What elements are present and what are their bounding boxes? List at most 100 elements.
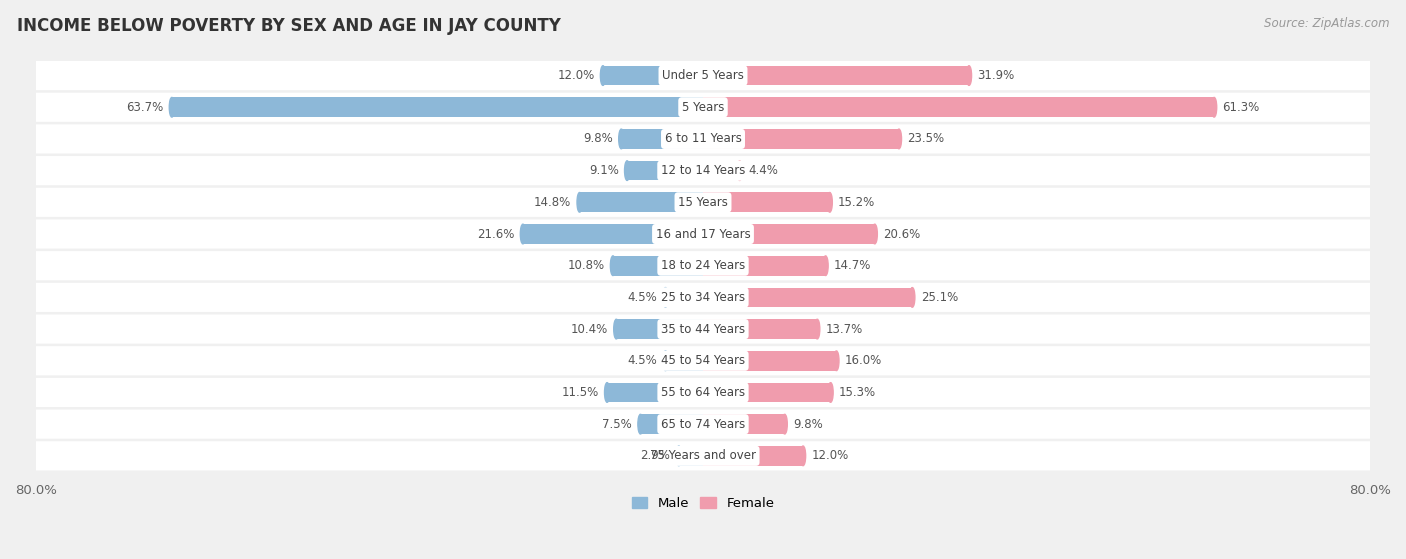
- Bar: [703, 129, 898, 149]
- Text: 4.5%: 4.5%: [627, 291, 657, 304]
- FancyBboxPatch shape: [37, 93, 1369, 122]
- Text: 65 to 74 Years: 65 to 74 Years: [661, 418, 745, 430]
- Bar: [603, 66, 703, 86]
- Text: 25.1%: 25.1%: [921, 291, 957, 304]
- Bar: [523, 224, 703, 244]
- Text: 16 and 17 Years: 16 and 17 Years: [655, 228, 751, 240]
- Text: 16.0%: 16.0%: [845, 354, 882, 367]
- Bar: [703, 161, 740, 181]
- Bar: [607, 382, 703, 402]
- FancyBboxPatch shape: [37, 156, 1369, 185]
- FancyBboxPatch shape: [37, 124, 1369, 154]
- Circle shape: [605, 382, 610, 402]
- Text: 23.5%: 23.5%: [907, 132, 945, 145]
- Bar: [703, 414, 785, 434]
- Text: 63.7%: 63.7%: [127, 101, 163, 113]
- Bar: [621, 129, 703, 149]
- Text: 4.5%: 4.5%: [627, 354, 657, 367]
- Bar: [703, 446, 803, 466]
- Legend: Male, Female: Male, Female: [626, 491, 780, 515]
- Circle shape: [613, 319, 619, 339]
- Text: 21.6%: 21.6%: [477, 228, 515, 240]
- Bar: [579, 192, 703, 212]
- Text: 9.8%: 9.8%: [793, 418, 823, 430]
- Circle shape: [610, 256, 616, 276]
- Text: 6 to 11 Years: 6 to 11 Years: [665, 132, 741, 145]
- Text: 31.9%: 31.9%: [977, 69, 1015, 82]
- Text: 11.5%: 11.5%: [561, 386, 599, 399]
- FancyBboxPatch shape: [37, 283, 1369, 312]
- Bar: [703, 66, 969, 86]
- Bar: [703, 97, 1215, 117]
- FancyBboxPatch shape: [37, 410, 1369, 439]
- Circle shape: [600, 66, 606, 86]
- Circle shape: [624, 161, 630, 181]
- Circle shape: [834, 351, 839, 371]
- Circle shape: [828, 382, 834, 402]
- Text: 10.4%: 10.4%: [571, 323, 607, 335]
- Bar: [703, 351, 837, 371]
- Bar: [665, 351, 703, 371]
- Circle shape: [576, 192, 582, 212]
- Circle shape: [872, 224, 877, 244]
- Bar: [703, 287, 912, 307]
- Bar: [703, 319, 817, 339]
- Text: 13.7%: 13.7%: [825, 323, 863, 335]
- Text: 14.7%: 14.7%: [834, 259, 872, 272]
- FancyBboxPatch shape: [37, 220, 1369, 249]
- FancyBboxPatch shape: [37, 188, 1369, 217]
- FancyBboxPatch shape: [37, 61, 1369, 90]
- Circle shape: [910, 287, 915, 307]
- Bar: [703, 192, 830, 212]
- Text: 7.5%: 7.5%: [602, 418, 633, 430]
- Circle shape: [169, 97, 174, 117]
- Text: 35 to 44 Years: 35 to 44 Years: [661, 323, 745, 335]
- Text: 2.9%: 2.9%: [641, 449, 671, 462]
- Text: Under 5 Years: Under 5 Years: [662, 69, 744, 82]
- Circle shape: [662, 287, 668, 307]
- Text: INCOME BELOW POVERTY BY SEX AND AGE IN JAY COUNTY: INCOME BELOW POVERTY BY SEX AND AGE IN J…: [17, 17, 561, 35]
- Text: 4.4%: 4.4%: [748, 164, 778, 177]
- Text: 12.0%: 12.0%: [811, 449, 849, 462]
- Circle shape: [638, 414, 643, 434]
- Text: 14.8%: 14.8%: [534, 196, 571, 209]
- Circle shape: [1212, 97, 1216, 117]
- Bar: [703, 224, 875, 244]
- Text: 15.3%: 15.3%: [839, 386, 876, 399]
- Circle shape: [782, 414, 787, 434]
- Text: 20.6%: 20.6%: [883, 228, 921, 240]
- Text: 12.0%: 12.0%: [557, 69, 595, 82]
- Text: 75 Years and over: 75 Years and over: [650, 449, 756, 462]
- Text: Source: ZipAtlas.com: Source: ZipAtlas.com: [1264, 17, 1389, 30]
- Circle shape: [662, 351, 668, 371]
- Bar: [665, 287, 703, 307]
- Bar: [613, 256, 703, 276]
- Bar: [703, 382, 831, 402]
- Text: 25 to 34 Years: 25 to 34 Years: [661, 291, 745, 304]
- Bar: [172, 97, 703, 117]
- Circle shape: [823, 256, 828, 276]
- FancyBboxPatch shape: [37, 251, 1369, 280]
- Text: 55 to 64 Years: 55 to 64 Years: [661, 386, 745, 399]
- Circle shape: [897, 129, 901, 149]
- Text: 5 Years: 5 Years: [682, 101, 724, 113]
- FancyBboxPatch shape: [37, 315, 1369, 344]
- Bar: [616, 319, 703, 339]
- Circle shape: [676, 446, 682, 466]
- Circle shape: [520, 224, 526, 244]
- Text: 10.8%: 10.8%: [568, 259, 605, 272]
- Text: 61.3%: 61.3%: [1222, 101, 1260, 113]
- Bar: [627, 161, 703, 181]
- Bar: [703, 256, 825, 276]
- Circle shape: [966, 66, 972, 86]
- Circle shape: [737, 161, 742, 181]
- Circle shape: [800, 446, 806, 466]
- Text: 9.8%: 9.8%: [583, 132, 613, 145]
- Text: 15.2%: 15.2%: [838, 196, 876, 209]
- FancyBboxPatch shape: [37, 346, 1369, 375]
- FancyBboxPatch shape: [37, 378, 1369, 407]
- Circle shape: [827, 192, 832, 212]
- Text: 45 to 54 Years: 45 to 54 Years: [661, 354, 745, 367]
- Circle shape: [814, 319, 820, 339]
- Text: 12 to 14 Years: 12 to 14 Years: [661, 164, 745, 177]
